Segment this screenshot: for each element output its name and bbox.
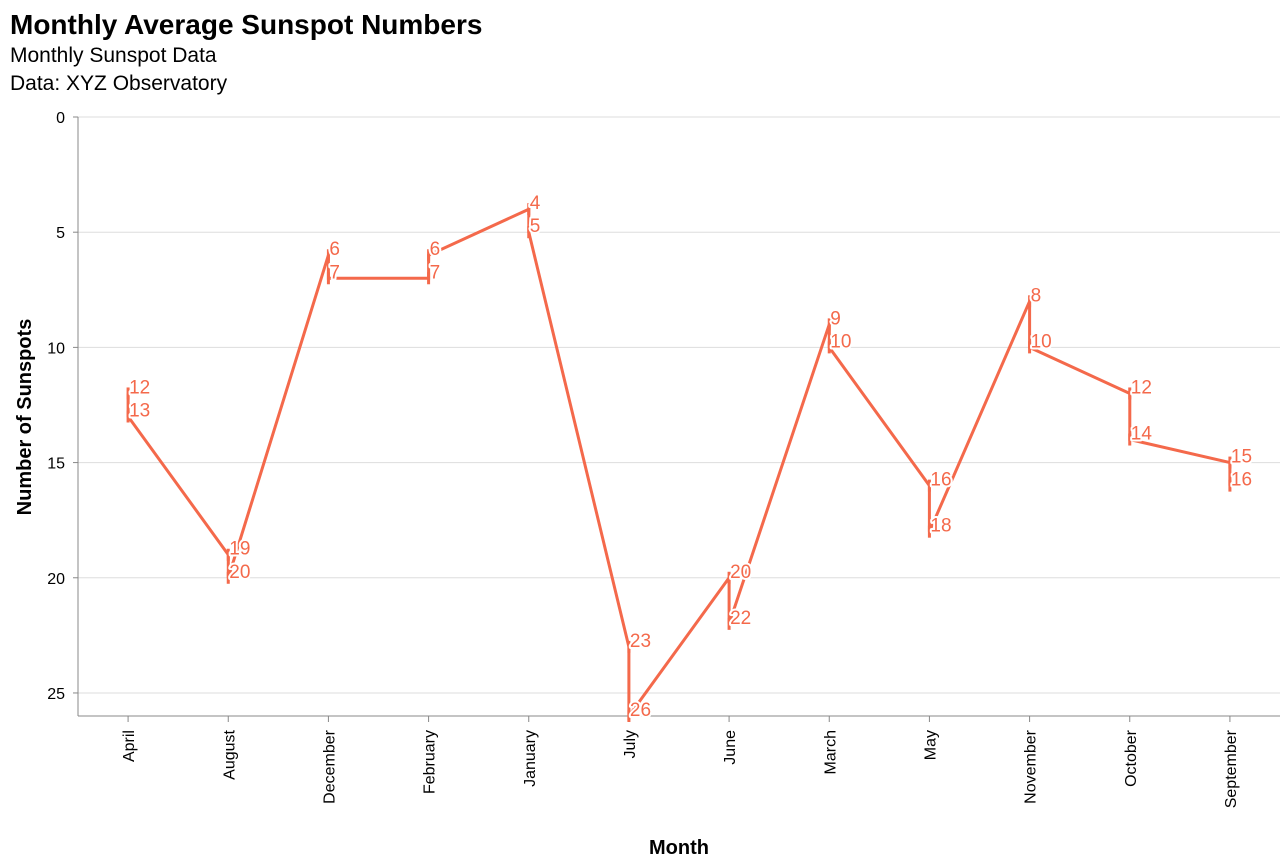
point-label-december-6: 6: [329, 239, 340, 260]
point-label-halo-august-19: 19: [229, 539, 250, 560]
point-label-march-10: 10: [830, 331, 851, 352]
point-label-halo-december-7: 7: [329, 262, 340, 283]
point-label-halo-march-10: 10: [830, 331, 851, 352]
series-layer: [126, 203, 1232, 722]
point-label-may-18: 18: [930, 516, 951, 537]
y-tick-label-0: 0: [56, 110, 65, 127]
point-label-february-6: 6: [430, 239, 441, 260]
x-tick-label-december: December: [321, 729, 338, 803]
point-label-january-4: 4: [530, 193, 541, 214]
y-tick-label-20: 20: [47, 571, 65, 588]
point-label-may-16: 16: [930, 470, 951, 491]
y-axis-title: Number of Sunspots: [14, 319, 36, 516]
x-tick-label-march: March: [822, 730, 839, 774]
point-label-halo-october-14: 14: [1131, 424, 1153, 445]
y-tick-label-10: 10: [47, 340, 65, 357]
point-label-halo-june-22: 22: [730, 608, 751, 629]
point-label-november-10: 10: [1031, 331, 1052, 352]
chart-title: Monthly Average Sunspot Numbers: [10, 9, 483, 40]
y-tick-label-25: 25: [47, 686, 65, 703]
point-label-december-7: 7: [329, 262, 340, 283]
point-label-july-26: 26: [630, 700, 651, 721]
point-label-halo-april-12: 12: [129, 377, 150, 398]
point-label-september-15: 15: [1231, 447, 1252, 468]
chart-subtitle-line-1: Monthly Sunspot Data: [10, 44, 217, 67]
point-label-halo-february-6: 6: [430, 239, 441, 260]
point-label-halo-may-18: 18: [930, 516, 951, 537]
point-label-april-13: 13: [129, 401, 150, 422]
point-label-halo-october-12: 12: [1131, 377, 1152, 398]
point-label-march-9: 9: [830, 308, 841, 329]
x-tick-label-may: May: [922, 730, 939, 760]
point-label-halo-february-7: 7: [430, 262, 441, 283]
point-label-halo-april-13: 13: [129, 401, 150, 422]
axes: 0 5 10 15 20 25 April August December February Jan…: [47, 110, 1280, 808]
y-tick-label-15: 15: [47, 456, 65, 473]
x-tick-label-january: January: [522, 730, 539, 787]
point-label-april-12: 12: [129, 377, 150, 398]
series-line-0: [126, 206, 1232, 721]
point-label-halo-january-4: 4: [530, 193, 541, 214]
x-axis-title: Month: [649, 837, 709, 859]
x-tick-label-june: June: [722, 730, 739, 765]
point-label-june-20: 20: [730, 562, 751, 583]
point-label-june-22: 22: [730, 608, 751, 629]
point-label-february-7: 7: [430, 262, 441, 283]
point-label-halo-july-23: 23: [630, 631, 651, 652]
y-tick-label-5: 5: [56, 225, 65, 242]
point-label-halo-may-16: 16: [930, 470, 951, 491]
chart-header: Monthly Average Sunspot Numbers Monthly …: [10, 8, 482, 98]
point-label-january-5: 5: [530, 216, 541, 237]
x-tick-label-april: April: [121, 730, 138, 762]
point-label-halo-november-10: 10: [1031, 331, 1052, 352]
point-label-september-16: 16: [1231, 470, 1252, 491]
point-label-august-20: 20: [229, 562, 250, 583]
point-label-november-8: 8: [1031, 285, 1042, 306]
point-label-october-12: 12: [1131, 377, 1152, 398]
point-label-halo-july-26: 26: [630, 700, 651, 721]
x-tick-label-july: July: [622, 730, 639, 758]
point-label-halo-september-15: 15: [1231, 447, 1252, 468]
point-label-halo-june-20: 20: [730, 562, 751, 583]
point-label-halo-november-8: 8: [1031, 285, 1042, 306]
x-tick-label-november: November: [1023, 729, 1040, 803]
chart-subtitle-line-2: Data: XYZ Observatory: [10, 72, 228, 95]
point-label-halo-december-6: 6: [329, 239, 340, 260]
point-label-july-23: 23: [630, 631, 651, 652]
point-label-august-19: 19: [229, 539, 250, 560]
point-label-halo-january-5: 5: [530, 216, 541, 237]
point-label-halo-september-16: 16: [1231, 470, 1252, 491]
point-label-halo-march-9: 9: [830, 308, 841, 329]
x-tick-label-september: September: [1223, 729, 1240, 808]
x-tick-label-february: February: [422, 730, 439, 794]
point-label-october-14: 14: [1131, 424, 1153, 445]
point-label-halo-august-20: 20: [229, 562, 250, 583]
x-tick-label-august: August: [221, 729, 238, 779]
x-tick-label-october: October: [1123, 729, 1140, 787]
gridlines: [78, 116, 1280, 694]
